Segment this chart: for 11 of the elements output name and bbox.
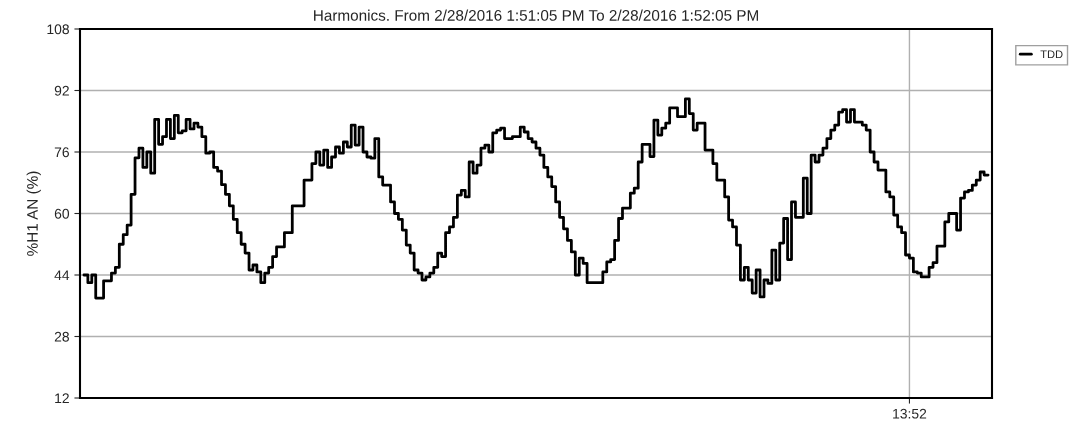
y-tick-label: 12 bbox=[55, 393, 69, 404]
y-tick-label: 28 bbox=[54, 331, 69, 342]
y-tick-label: 76 bbox=[54, 147, 69, 158]
legend-label: TDD bbox=[1040, 50, 1063, 59]
y-tick-label: 108 bbox=[47, 24, 69, 35]
y-tick-label: 44 bbox=[54, 270, 70, 281]
y-axis-title: %H1 AN (%) bbox=[26, 171, 41, 256]
y-tick-label: 92 bbox=[54, 85, 69, 96]
x-tick-label: 13:52 bbox=[893, 408, 927, 419]
chart-title: Harmonics. From 2/28/2016 1:51:05 PM To 2/28/2016 1:52:05 PM bbox=[314, 9, 758, 21]
y-tick-label: 60 bbox=[54, 208, 70, 219]
